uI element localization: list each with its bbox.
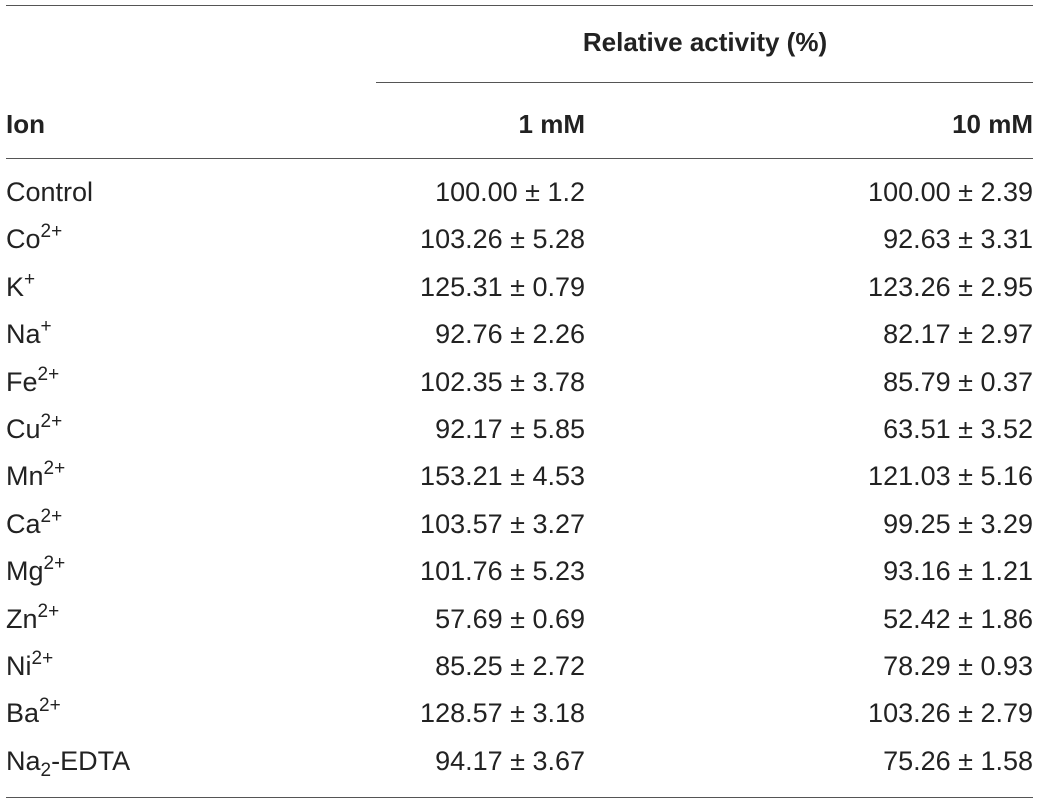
ion-charge: + [40,316,52,338]
ion-symbol: Control [6,177,94,207]
ion-cell: Na+ [6,316,52,350]
bottom-rule [6,797,1033,798]
ion-symbol: Fe [6,366,38,397]
ion-charge: 2+ [43,458,66,480]
group-rule [376,82,1033,83]
value-1mM: 128.57 ± 3.18 [420,698,585,729]
ion-symbol: Mn [6,461,44,492]
ion-cell: Ni2+ [6,648,54,682]
ion-cell: K+ [6,268,36,303]
value-1mM: 125.31 ± 0.79 [420,271,585,302]
ion-symbol: Zn [6,603,38,634]
ion-symbol: Na [6,745,41,776]
ion-cell: Zn2+ [6,600,60,635]
ion-symbol: Ni [6,651,32,681]
value-10mM: 99.25 ± 3.29 [883,508,1033,539]
ion-cell: Control [6,176,93,208]
ion-cell: Fe2+ [6,363,60,398]
ion-charge: 2+ [37,363,60,385]
value-10mM: 85.79 ± 0.37 [883,366,1033,397]
value-10mM: 75.26 ± 1.58 [883,745,1033,776]
ion-symbol: Cu [6,414,41,444]
value-1mM: 92.76 ± 2.26 [435,319,585,350]
ion-charge: 2+ [40,411,63,432]
value-10mM: 78.29 ± 0.93 [883,651,1033,681]
header-ion: Ion [6,109,45,139]
value-10mM: 52.42 ± 1.86 [883,603,1033,634]
ion-cell: Co2+ [6,221,63,255]
ion-cell: Ca2+ [6,505,63,540]
header-1mM: 1 mM [518,109,585,139]
ion-subscript: 2 [40,759,52,781]
value-1mM: 94.17 ± 3.67 [435,745,585,776]
header-10mM: 10 mM [952,109,1033,139]
value-1mM: 103.26 ± 5.28 [420,224,585,255]
value-1mM: 102.35 ± 3.78 [420,366,585,397]
ion-cell: Mn2+ [6,458,66,492]
value-1mM: 57.69 ± 0.69 [435,603,585,634]
value-10mM: 100.00 ± 2.39 [868,177,1033,207]
ion-charge: + [24,268,36,290]
ion-charge: 2+ [37,600,60,622]
ion-charge: 2+ [39,695,61,717]
value-10mM: 63.51 ± 3.52 [883,414,1033,444]
ion-symbol: Co [6,224,41,255]
value-1mM: 100.00 ± 1.2 [435,177,585,207]
header-group-label: Relative activity (%) [582,27,828,57]
ion-symbol: Ba [6,698,40,729]
value-10mM: 92.63 ± 3.31 [883,224,1033,255]
ion-charge: 2+ [43,553,66,575]
ion-symbol: Ca [6,508,41,539]
ion-cell: Mg2+ [6,553,66,587]
value-10mM: 103.26 ± 2.79 [868,698,1033,729]
ion-symbol: Mg [6,556,44,587]
top-rule [6,5,1033,6]
ion-charge: 2+ [40,505,63,527]
ion-suffix: -EDTA [51,745,131,776]
value-10mM: 123.26 ± 2.95 [868,271,1033,302]
ion-symbol: Na [6,319,41,350]
ion-symbol: K [6,271,25,302]
ion-charge: 2+ [31,648,54,669]
value-1mM: 101.76 ± 5.23 [420,556,585,587]
ion-cell: Cu2+ [6,411,63,445]
ion-cell: Ba2+ [6,695,61,729]
value-1mM: 153.21 ± 4.53 [420,461,585,492]
ion-charge: 2+ [40,221,63,243]
value-1mM: 92.17 ± 5.85 [435,414,585,444]
value-1mM: 103.57 ± 3.27 [420,508,585,539]
header-rule [6,158,1033,159]
value-10mM: 121.03 ± 5.16 [868,461,1033,492]
value-1mM: 85.25 ± 2.72 [435,651,585,681]
value-10mM: 93.16 ± 1.21 [883,556,1033,587]
ion-cell: Na2-EDTA [6,745,131,780]
value-10mM: 82.17 ± 2.97 [883,319,1033,350]
